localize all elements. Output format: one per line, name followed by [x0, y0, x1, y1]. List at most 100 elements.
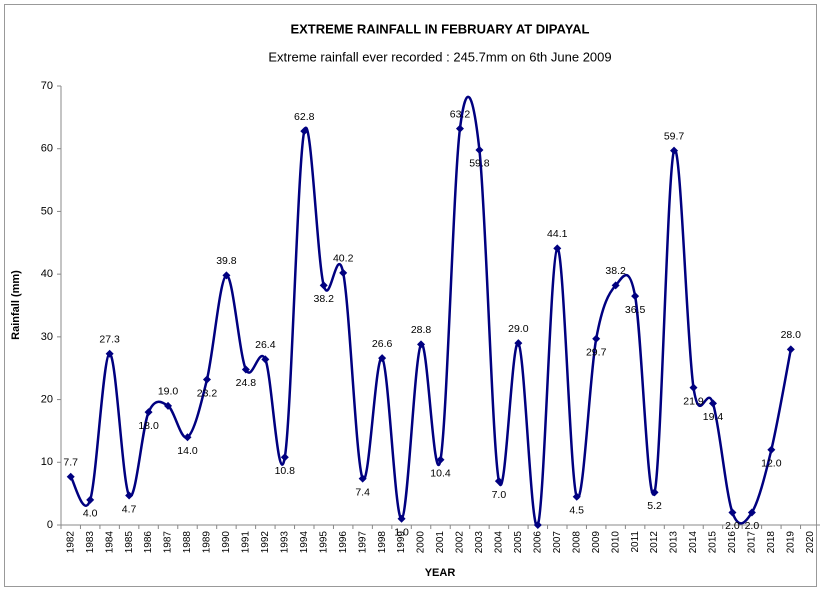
data-label: 44.1	[547, 228, 568, 240]
data-point	[222, 271, 231, 280]
x-tick-label: 1986	[143, 531, 154, 554]
data-point	[183, 433, 192, 442]
data-label: 38.2	[314, 293, 335, 305]
data-label: 26.4	[255, 339, 276, 351]
data-label: 7.7	[63, 456, 78, 468]
data-label: 29.7	[586, 347, 607, 359]
x-tick-label: 1994	[299, 531, 310, 554]
data-label: 2.0	[725, 520, 740, 532]
x-tick-label: 2008	[571, 531, 582, 554]
data-label: 59.8	[469, 158, 490, 170]
x-tick-label: 1999	[396, 531, 407, 554]
x-tick-label: 2018	[766, 531, 777, 554]
y-tick-label: 10	[41, 456, 53, 468]
data-label: 19.0	[158, 386, 179, 398]
data-label: 5.2	[647, 500, 662, 512]
data-point	[144, 408, 153, 417]
data-point	[650, 488, 659, 497]
x-tick-label: 2003	[474, 531, 485, 554]
x-tick-label: 2014	[688, 531, 699, 554]
data-point	[475, 145, 484, 154]
data-label: 26.6	[372, 338, 393, 350]
y-tick-label: 0	[47, 519, 53, 531]
data-label: 1.0	[394, 527, 409, 539]
data-label: 62.8	[294, 111, 315, 123]
data-point	[280, 453, 289, 462]
data-label: 27.3	[99, 334, 120, 346]
data-point	[747, 508, 756, 517]
data-label: 21.9	[683, 395, 704, 407]
data-label: 10.4	[430, 468, 451, 480]
data-label: 4.7	[122, 503, 137, 515]
chart-title: EXTREME RAINFALL IN FEBRUARY AT DIPAYAL	[290, 21, 589, 36]
x-tick-label: 1991	[241, 531, 252, 554]
data-label: 39.8	[216, 255, 237, 267]
data-label: 4.5	[569, 505, 584, 517]
data-point	[611, 281, 620, 290]
y-tick-label: 50	[41, 205, 53, 217]
y-tick-label: 30	[41, 331, 53, 343]
x-tick-label: 2000	[416, 531, 427, 554]
x-tick-label: 1990	[221, 531, 232, 554]
data-point	[241, 365, 250, 374]
data-label: 36.5	[625, 304, 646, 316]
x-tick-label: 2007	[552, 531, 563, 554]
x-tick-label: 1982	[65, 531, 76, 554]
data-point	[553, 244, 562, 253]
data-label: 23.2	[197, 387, 218, 399]
data-point	[261, 355, 270, 364]
chart-subtitle: Extreme rainfall ever recorded : 245.7mm…	[268, 49, 611, 64]
x-tick-label: 2006	[532, 531, 543, 554]
data-label: 2.0	[745, 520, 760, 532]
x-axis-title: YEAR	[425, 567, 456, 579]
data-point	[300, 127, 309, 136]
data-point	[397, 514, 406, 523]
data-point	[105, 349, 114, 358]
data-point	[592, 334, 601, 343]
data-point	[514, 339, 523, 348]
data-point	[786, 345, 795, 354]
chart-frame	[4, 4, 817, 587]
x-tick-label: 2015	[708, 531, 719, 554]
data-point	[66, 472, 75, 481]
x-tick-label: 2004	[494, 531, 505, 554]
data-label: 40.2	[333, 253, 354, 265]
x-tick-label: 1984	[104, 531, 115, 554]
data-point	[670, 146, 679, 155]
x-tick-label: 1995	[318, 531, 329, 554]
x-tick-label: 2002	[455, 531, 466, 554]
data-label: 14.0	[177, 445, 198, 457]
data-label: 29.0	[508, 323, 529, 335]
data-label: 10.8	[275, 465, 296, 477]
series-line	[69, 95, 793, 527]
data-point	[86, 495, 95, 504]
y-axis-title: Rainfall (mm)	[10, 270, 22, 340]
data-point	[689, 383, 698, 392]
data-label: 7.0	[492, 489, 507, 501]
data-label: 24.8	[236, 377, 257, 389]
data-point	[125, 491, 134, 500]
x-tick-label: 1992	[260, 531, 271, 554]
data-label: 28.0	[781, 329, 802, 341]
data-label: 59.7	[664, 130, 685, 142]
x-tick-label: 1997	[357, 531, 368, 554]
y-tick-label: 40	[41, 268, 53, 280]
data-point	[494, 477, 503, 486]
x-tick-label: 1989	[202, 531, 213, 554]
x-tick-label: 1983	[85, 531, 96, 554]
x-tick-label: 2013	[669, 531, 680, 554]
data-point	[417, 340, 426, 349]
data-point	[767, 445, 776, 454]
y-tick-label: 70	[41, 80, 53, 92]
x-tick-label: 1998	[377, 531, 388, 554]
data-point	[339, 268, 348, 277]
x-tick-label: 2005	[513, 531, 524, 554]
x-tick-label: 2012	[649, 531, 660, 554]
data-point	[455, 124, 464, 133]
data-point	[202, 375, 211, 384]
x-tick-label: 1988	[182, 531, 193, 554]
data-label: 63.2	[450, 108, 471, 120]
x-tick-label: 2009	[591, 531, 602, 554]
x-tick-label: 1985	[124, 531, 135, 554]
